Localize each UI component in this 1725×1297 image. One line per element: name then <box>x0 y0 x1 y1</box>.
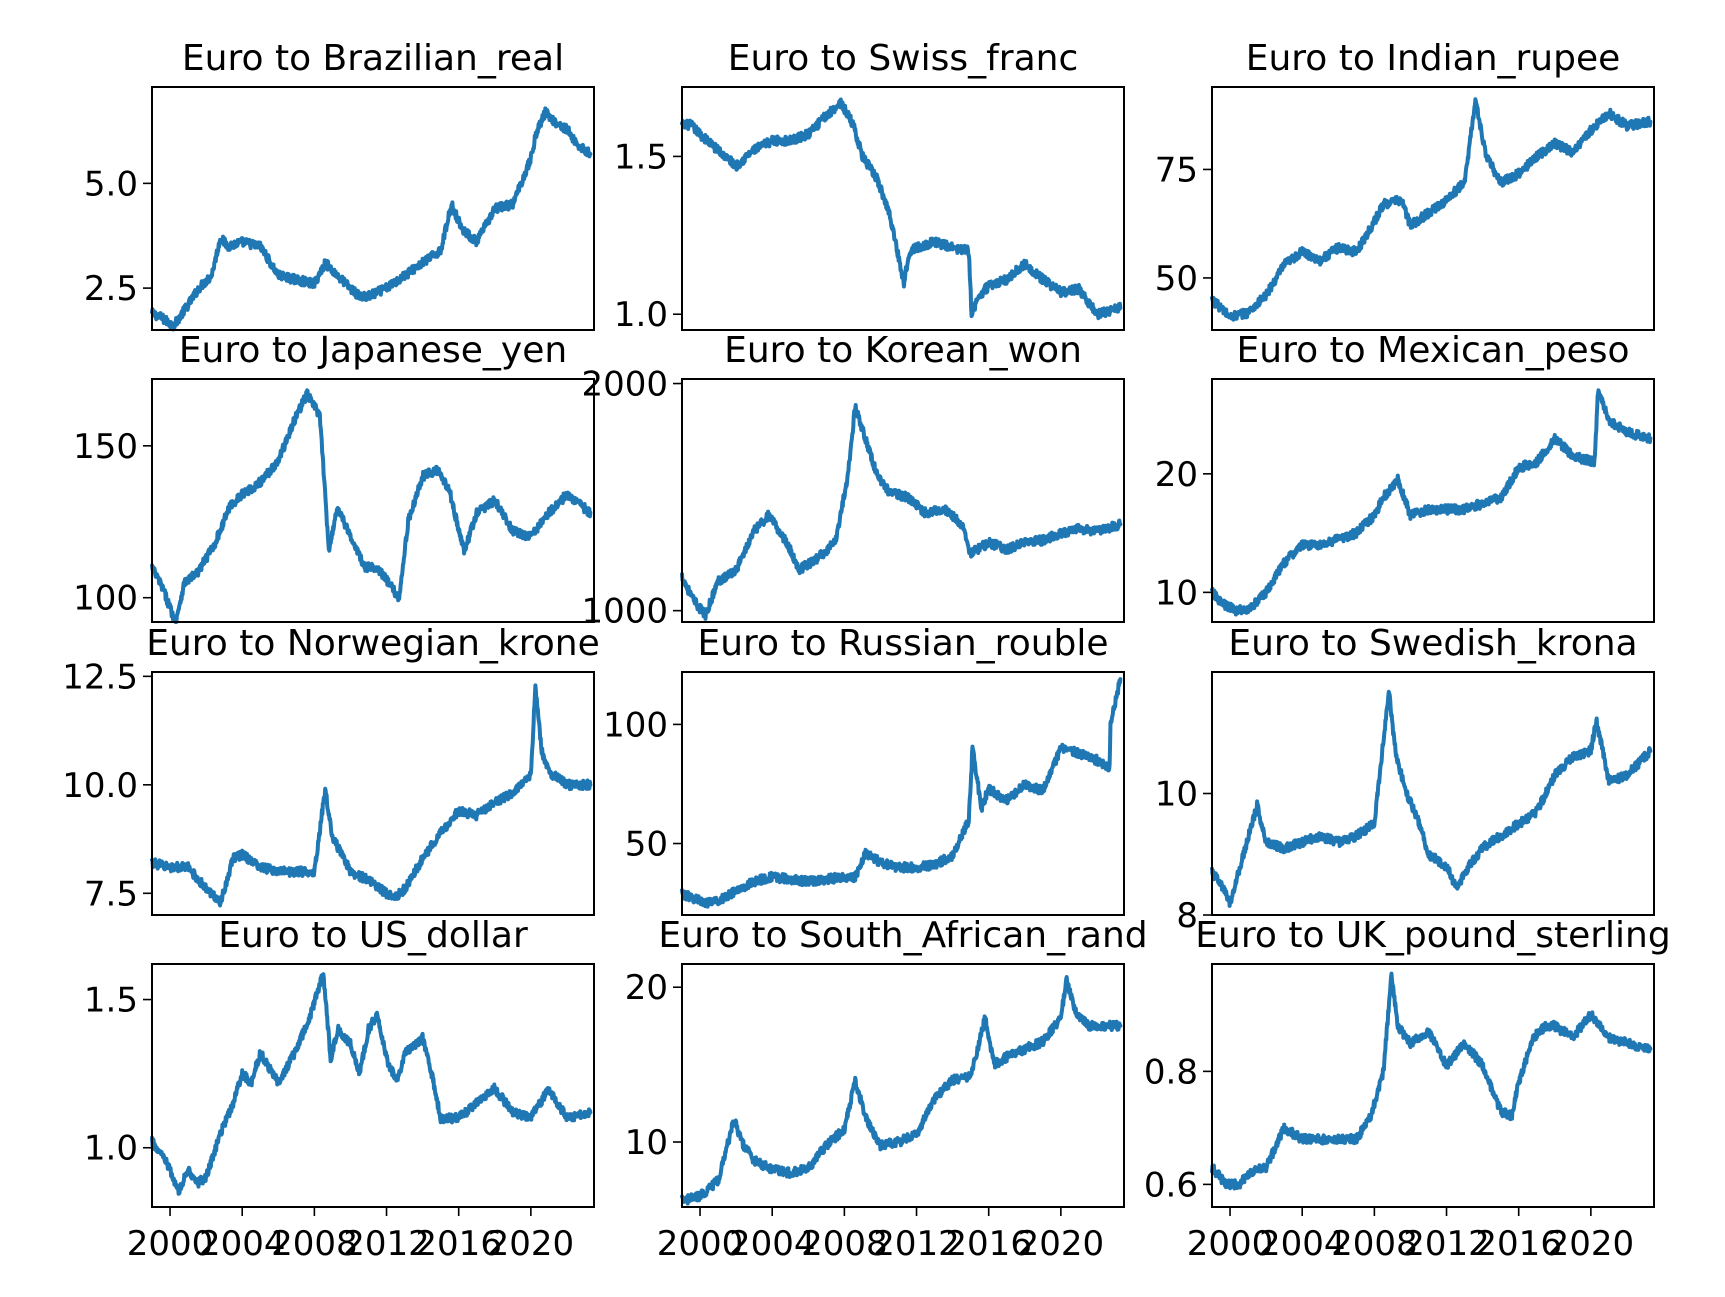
x-tick-label: 2000 <box>1187 1224 1274 1264</box>
axes-frame <box>151 671 595 916</box>
axes-frame <box>1211 86 1655 331</box>
y-tick-label: 10 <box>1155 775 1198 815</box>
y-tick-label: 1000 <box>581 592 668 632</box>
y-tick-label: 50 <box>1155 259 1198 299</box>
subplot-title: Euro to Indian_rupee <box>1246 38 1621 79</box>
axes-frame <box>151 963 595 1208</box>
y-tick-label: 1.5 <box>84 981 138 1021</box>
subplot-title: Euro to UK_pound_sterling <box>1195 915 1670 956</box>
series-line <box>680 677 1123 909</box>
series-line <box>1210 689 1653 908</box>
y-tick-label: 20 <box>625 968 668 1008</box>
x-tick-label: 2000 <box>657 1224 744 1264</box>
subplot-6: Euro to Norwegian_krone 7.5 10.0 12.5 <box>62 623 600 916</box>
subplot-3: Euro to Japanese_yen 100 150 <box>73 330 595 624</box>
subplot-9: Euro to US_dollar1.01.520002004200820122… <box>84 915 595 1264</box>
x-tick-label: 2004 <box>199 1224 286 1264</box>
subplot-7: Euro to Russian_rouble 50 100 <box>603 623 1125 916</box>
series-line <box>1210 971 1653 1191</box>
x-tick-label: 2016 <box>415 1224 502 1264</box>
y-tick-label: 10 <box>1155 573 1198 613</box>
x-tick-label: 2008 <box>1331 1224 1418 1264</box>
y-tick-label: 100 <box>603 705 668 745</box>
y-tick-label: 1.0 <box>614 295 668 335</box>
subplot-2: Euro to Indian_rupee 50 75 <box>1155 38 1655 331</box>
subplot-10: Euro to South_African_rand10202000200420… <box>625 915 1148 1264</box>
x-tick-label: 2012 <box>343 1224 430 1264</box>
axes-frame <box>681 86 1125 331</box>
axes-frame <box>1211 671 1655 916</box>
series-line <box>150 972 593 1196</box>
x-tick-label: 2004 <box>1259 1224 1346 1264</box>
x-tick-label: 2020 <box>1548 1224 1635 1264</box>
y-tick-label: 50 <box>625 825 668 865</box>
subplot-title: Euro to US_dollar <box>218 915 528 956</box>
subplot-8: Euro to Swedish_krona 8 10 <box>1155 623 1655 936</box>
series-line <box>1210 388 1653 617</box>
x-tick-label: 2012 <box>1403 1224 1490 1264</box>
axes-frame <box>681 378 1125 623</box>
axes-frame <box>151 86 595 331</box>
axes-frame <box>1211 963 1655 1208</box>
subplot-11: Euro to UK_pound_sterling0.60.8200020042… <box>1144 915 1671 1264</box>
x-tick-label: 2008 <box>271 1224 358 1264</box>
subplot-title: Euro to Norwegian_krone <box>146 623 600 664</box>
y-tick-label: 7.5 <box>84 874 138 914</box>
y-tick-label: 12.5 <box>62 657 138 697</box>
subplot-title: Euro to Brazilian_real <box>182 38 564 79</box>
x-tick-label: 2012 <box>873 1224 960 1264</box>
y-tick-label: 8 <box>1176 896 1198 936</box>
subplot-4: Euro to Korean_won 1000 2000 <box>581 330 1125 632</box>
x-tick-label: 2016 <box>945 1224 1032 1264</box>
axes-frame <box>681 671 1125 916</box>
subplot-1: Euro to Swiss_franc 1.0 1.5 <box>614 38 1125 335</box>
y-tick-label: 0.6 <box>1144 1165 1198 1205</box>
series-line <box>150 683 593 908</box>
series-line <box>150 388 593 624</box>
x-tick-label: 2008 <box>801 1224 888 1264</box>
subplot-title: Euro to Swiss_franc <box>728 38 1079 79</box>
axes-frame <box>1211 378 1655 623</box>
series-line <box>680 403 1123 621</box>
subplot-title: Euro to Swedish_krona <box>1228 623 1637 664</box>
subplot-5: Euro to Mexican_peso 10 20 <box>1155 330 1655 623</box>
y-tick-label: 0.8 <box>1144 1052 1198 1092</box>
axes-frame <box>681 963 1125 1208</box>
y-tick-label: 100 <box>73 579 138 619</box>
y-tick-label: 1.0 <box>84 1129 138 1169</box>
x-tick-label: 2020 <box>488 1224 575 1264</box>
y-tick-label: 10.0 <box>62 766 138 806</box>
y-tick-label: 2.5 <box>84 269 138 309</box>
series-line <box>1210 97 1653 322</box>
y-tick-label: 1.5 <box>614 137 668 177</box>
series-line <box>150 106 593 332</box>
x-tick-label: 2016 <box>1475 1224 1562 1264</box>
series-line <box>680 975 1123 1206</box>
subplot-title: Euro to Russian_rouble <box>697 623 1108 664</box>
series-line <box>680 97 1123 321</box>
subplot-title: Euro to Japanese_yen <box>179 330 567 371</box>
y-tick-label: 20 <box>1155 455 1198 495</box>
subplot-0: Euro to Brazilian_real 2.5 5.0 <box>84 38 595 332</box>
y-tick-label: 2000 <box>581 365 668 405</box>
x-tick-label: 2020 <box>1018 1224 1105 1264</box>
y-tick-label: 150 <box>73 427 138 467</box>
y-tick-label: 5.0 <box>84 164 138 204</box>
subplot-title: Euro to Korean_won <box>724 330 1082 371</box>
x-tick-label: 2000 <box>127 1224 214 1264</box>
axes-frame <box>151 378 595 623</box>
subplot-title: Euro to Mexican_peso <box>1237 330 1630 371</box>
x-tick-label: 2004 <box>729 1224 816 1264</box>
y-tick-label: 75 <box>1155 150 1198 190</box>
subplot-title: Euro to South_African_rand <box>658 915 1147 956</box>
y-tick-label: 10 <box>625 1123 668 1163</box>
